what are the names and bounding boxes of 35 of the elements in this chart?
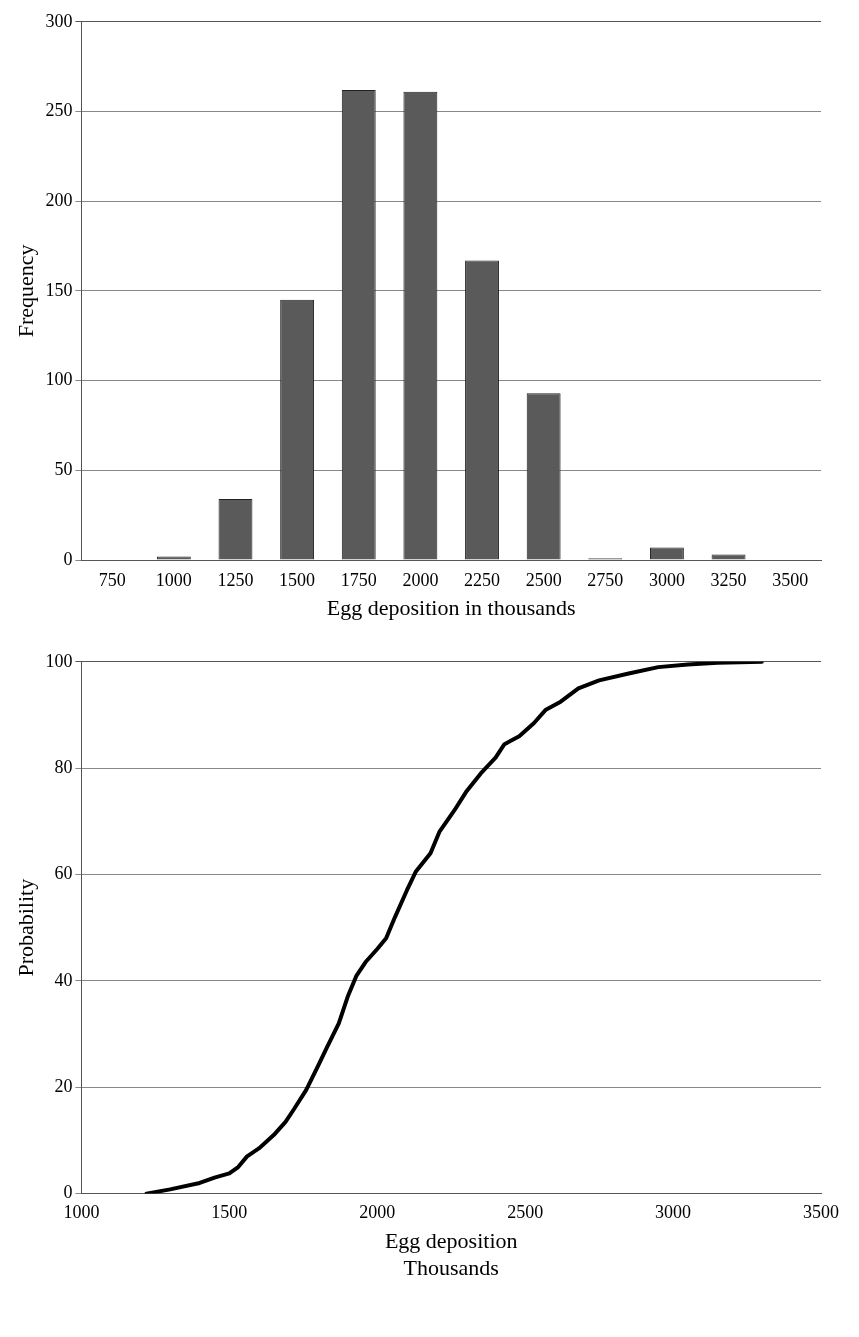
- x-tick-label: 3500: [803, 1202, 839, 1223]
- x-tick-label: 1750: [340, 569, 377, 590]
- y-tick-label: 40: [54, 969, 73, 990]
- x-tick-label: 3500: [772, 569, 809, 590]
- y-tick-label: 20: [54, 1075, 73, 1096]
- x-tick-label: 3250: [710, 569, 747, 590]
- y-tick-label: 0: [63, 548, 73, 569]
- x-tick-label: 3000: [648, 569, 685, 590]
- y-tick-label: 100: [45, 369, 73, 390]
- x-tick-label: 3000: [655, 1202, 692, 1223]
- x-tick-label: 1500: [279, 569, 316, 590]
- y-axis-title: Frequency: [12, 244, 38, 338]
- x-tick-label: 2500: [507, 1202, 544, 1223]
- y-axis-title: Probability: [12, 878, 38, 977]
- x-tick-label: 2000: [359, 1202, 396, 1223]
- x-tick-label: 1000: [63, 1202, 100, 1223]
- y-tick-label: 80: [54, 756, 73, 777]
- x-axis-title: Egg deposition in thousands: [326, 594, 576, 620]
- x-tick-label: 2000: [402, 569, 439, 590]
- y-tick-label: 150: [45, 279, 73, 300]
- x-tick-label: 1500: [211, 1202, 248, 1223]
- x-axis-title: Egg deposition Thousands: [384, 1228, 518, 1280]
- y-tick-label: 300: [45, 10, 73, 31]
- x-tick-label: 2250: [464, 569, 501, 590]
- y-tick-label: 50: [54, 459, 73, 480]
- y-tick-label: 250: [45, 100, 73, 121]
- y-tick-label: 60: [54, 863, 73, 884]
- y-tick-label: 0: [63, 1182, 73, 1203]
- x-tick-label: 2750: [587, 569, 624, 590]
- x-tick-label: 2500: [525, 569, 562, 590]
- x-tick-label: 1250: [217, 569, 254, 590]
- y-tick-label: 100: [45, 650, 73, 671]
- y-tick-label: 200: [45, 189, 73, 210]
- x-tick-label: 1000: [155, 569, 192, 590]
- x-tick-label: 750: [98, 569, 126, 590]
